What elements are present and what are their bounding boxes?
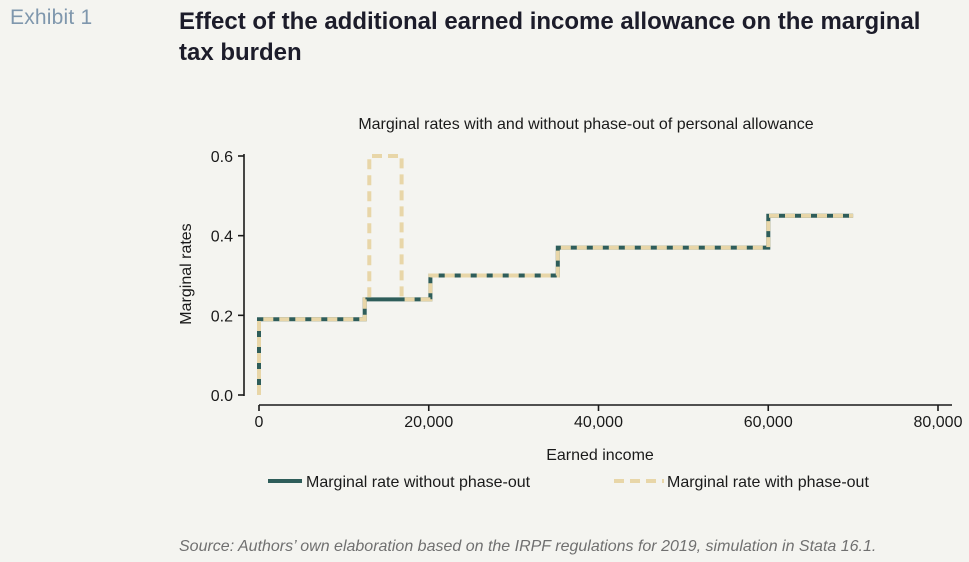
y-tick-label: 0.4 <box>211 229 233 246</box>
chart-series <box>257 154 854 395</box>
page-title: Effect of the additional earned income a… <box>179 8 921 66</box>
chart-legend: Marginal rate without phase-out Marginal … <box>268 474 869 491</box>
series-line-2 <box>257 154 854 395</box>
x-axis-label: Earned income <box>546 447 654 464</box>
source-note: Source: Authors’ own elaboration based o… <box>179 538 877 555</box>
y-tick-label: 0.6 <box>211 149 233 166</box>
y-tick-label: 0.0 <box>211 388 233 405</box>
x-tick-label: 40,000 <box>574 414 623 431</box>
series-line-1 <box>257 213 854 395</box>
chart-title: Marginal rates with and without phase-ou… <box>358 116 813 133</box>
chart-axes: 0.0 0.2 0.4 0.6 0 20,000 40,000 60,000 80,000 <box>211 149 963 431</box>
legend-label: Marginal rate without phase-out <box>306 474 531 491</box>
x-tick-label: 0 <box>255 414 264 431</box>
x-tick-label: 20,000 <box>404 414 453 431</box>
x-tick-label: 80,000 <box>914 414 963 431</box>
y-tick-label: 0.2 <box>211 308 233 325</box>
exhibit-label: Exhibit 1 <box>10 6 93 29</box>
legend-label: Marginal rate with phase-out <box>667 474 869 491</box>
y-axis-label: Marginal rates <box>178 223 195 324</box>
x-tick-label: 60,000 <box>744 414 793 431</box>
